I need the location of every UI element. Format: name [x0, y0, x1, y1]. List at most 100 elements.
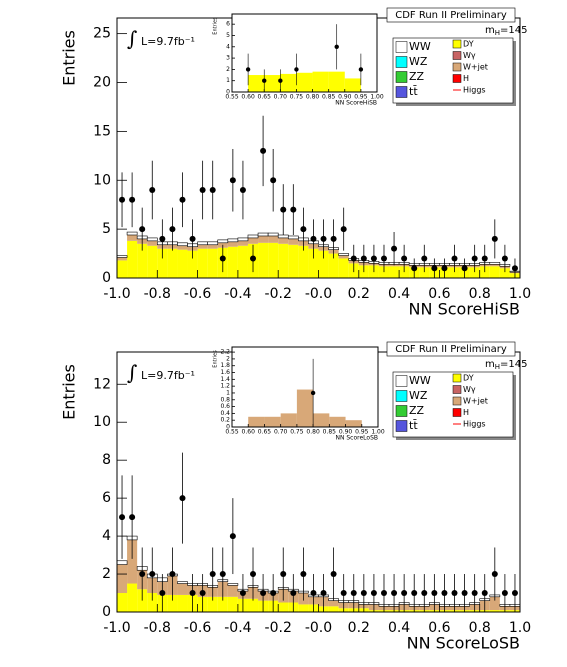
x-axis-title: NN ScoreLoSB	[407, 634, 520, 653]
x-tick-label: 0.90	[339, 429, 353, 436]
y-tick-label: 4	[226, 43, 230, 50]
y-tick-label: 0	[102, 604, 111, 620]
hist-bar	[280, 73, 297, 92]
x-tick-label: 0.65	[258, 429, 272, 436]
x-tick-label: 0.2	[348, 286, 370, 302]
y-tick-label: 1.4	[220, 376, 230, 383]
x-tick-label: 0.75	[290, 94, 304, 101]
y-tick-label: 4	[102, 528, 111, 544]
x-tick-label: 0.2	[348, 620, 370, 636]
hist-bar	[117, 260, 128, 278]
y-tick-label: 5	[226, 32, 230, 39]
data-point	[441, 265, 448, 272]
hist-bar	[147, 245, 158, 278]
luminosity: L=9.7fb⁻¹	[141, 369, 195, 382]
hist-bar	[117, 593, 128, 612]
x-tick-label: 0.8	[469, 620, 491, 636]
legend-swatch	[452, 39, 462, 49]
data-point	[139, 571, 146, 578]
legend-label: tt̄	[409, 419, 418, 432]
x-tick-label: 0.75	[290, 429, 304, 436]
data-point	[294, 67, 299, 72]
data-point	[441, 590, 448, 597]
hist-bar	[389, 266, 400, 278]
x-tick-label: 1.00	[371, 429, 385, 436]
legend-label: H	[463, 408, 469, 417]
hist-bar	[177, 581, 188, 584]
hist-bar	[167, 248, 178, 278]
hist-bar	[268, 235, 279, 243]
data-point	[219, 255, 226, 262]
data-point	[380, 590, 387, 597]
x-tick-label: -0.4	[224, 286, 251, 302]
data-point	[119, 514, 126, 521]
data-point	[360, 255, 367, 262]
hist-bar	[328, 600, 339, 607]
data-point	[340, 226, 347, 233]
data-point	[149, 571, 156, 578]
hist-bar	[177, 245, 188, 250]
data-point	[250, 571, 257, 578]
y-tick-label: 20	[93, 75, 111, 91]
hist-bar	[147, 593, 158, 612]
hist-bar	[248, 416, 265, 427]
hist-bar	[207, 244, 218, 249]
x-tick-label: -1.0	[103, 620, 130, 636]
integral-sign: ∫	[127, 27, 137, 51]
legend-label: ZZ	[409, 404, 425, 417]
data-point	[360, 590, 367, 597]
legend-swatch	[395, 375, 408, 387]
x-tick-label: -0.6	[184, 286, 211, 302]
data-point	[421, 255, 428, 262]
x-tick-label: 0.4	[388, 286, 410, 302]
x-tick-label: 0.8	[469, 286, 491, 302]
data-point	[189, 235, 196, 242]
hist-bar	[146, 237, 158, 242]
hist-bar	[489, 610, 500, 612]
hist-bar	[278, 602, 289, 612]
data-point	[501, 590, 508, 597]
data-point	[320, 235, 327, 242]
hist-bar	[489, 266, 500, 278]
x-axis-title: NN ScoreLoSB	[335, 435, 378, 442]
data-point	[250, 255, 257, 262]
legend-label: Wγ	[463, 385, 476, 394]
y-tick-label: 1	[226, 77, 230, 84]
hist-bar	[177, 242, 188, 247]
data-point	[411, 265, 418, 272]
hist-bar	[257, 232, 269, 237]
mass-label-part: H	[495, 29, 500, 37]
data-point	[159, 235, 166, 242]
y-tick-label: 0.6	[220, 403, 230, 410]
data-point	[129, 514, 136, 521]
hist-bar	[338, 255, 349, 259]
hist-bar	[308, 248, 319, 278]
hist-bar	[247, 598, 259, 612]
legend-swatch	[395, 41, 408, 53]
data-point	[320, 590, 327, 597]
hist-bar	[157, 248, 168, 278]
axis-frame	[231, 13, 378, 93]
title-box	[386, 7, 516, 23]
y-tick-label: 1.8	[220, 362, 230, 369]
hist-bar	[419, 267, 430, 278]
hist-bar	[280, 413, 297, 427]
data-point	[229, 533, 236, 540]
data-point	[431, 590, 438, 597]
legend-label: WZ	[409, 55, 428, 68]
hist-bar	[127, 234, 138, 241]
data-point	[159, 590, 166, 597]
y-tick-label: 6	[102, 490, 111, 506]
y-tick-label: 8	[102, 452, 111, 468]
y-tick-label: 0	[226, 89, 230, 96]
hist-bar	[247, 237, 259, 244]
y-tick-label: 2	[226, 355, 230, 362]
data-point	[219, 571, 226, 578]
data-point	[139, 226, 146, 233]
hist-bar	[258, 242, 269, 278]
y-axis-title: Entries	[213, 350, 219, 368]
legend-swatch	[452, 51, 462, 60]
chart-title: CDF Run II Preliminary	[395, 344, 507, 355]
x-tick-label: 0.70	[274, 94, 288, 101]
x-tick-label: -0.0	[305, 286, 332, 302]
